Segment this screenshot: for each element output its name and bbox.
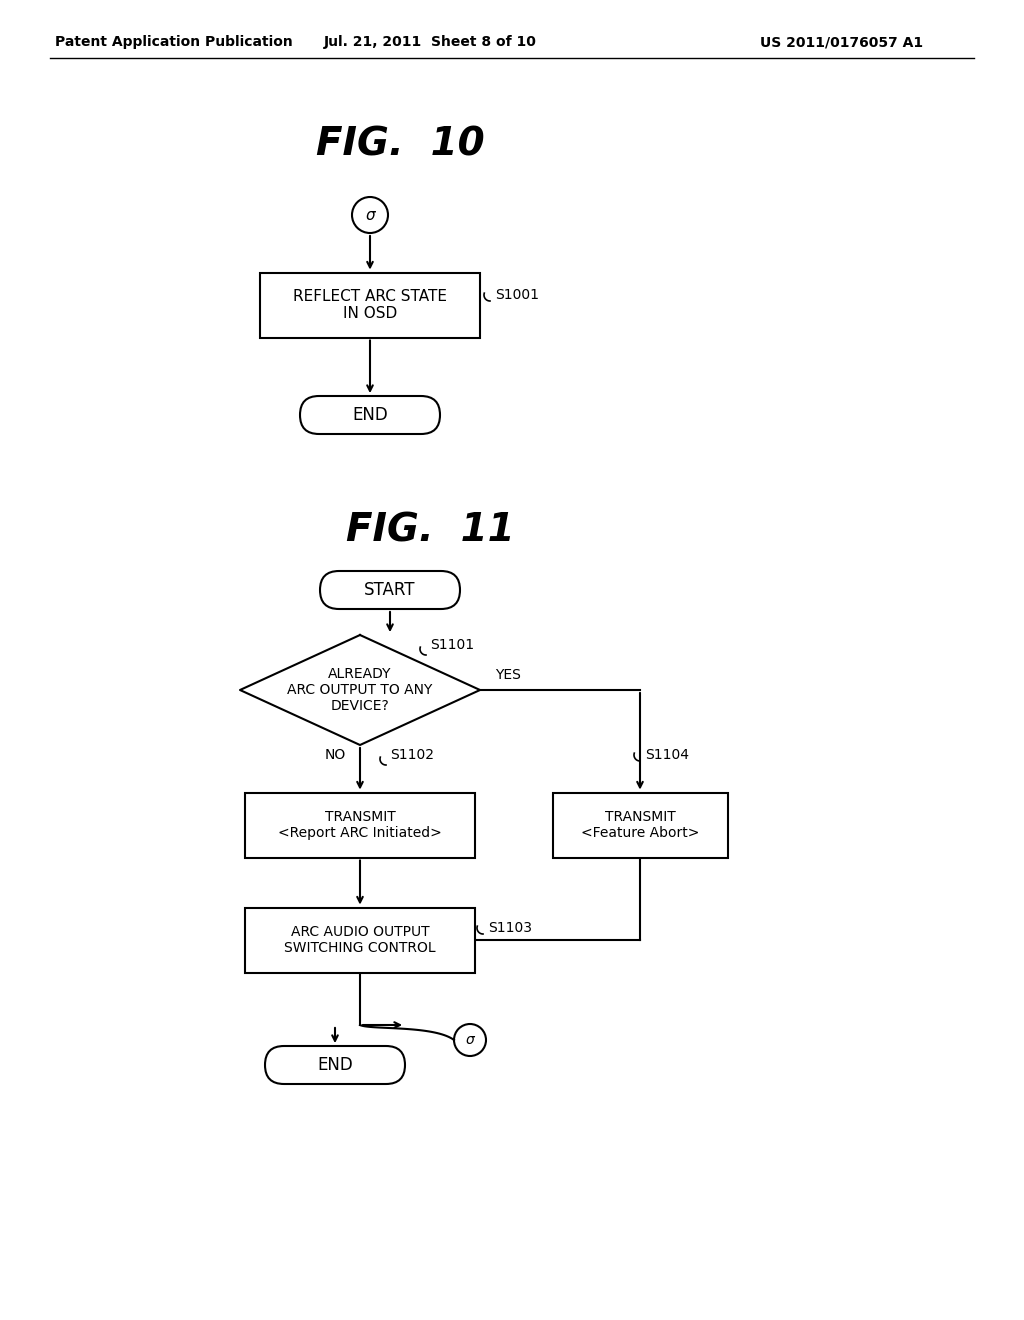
Circle shape	[352, 197, 388, 234]
Text: S1001: S1001	[495, 288, 539, 302]
Text: FIG.  11: FIG. 11	[346, 511, 514, 549]
Text: REFLECT ARC STATE
IN OSD: REFLECT ARC STATE IN OSD	[293, 289, 447, 321]
Text: END: END	[317, 1056, 353, 1074]
Text: σ: σ	[466, 1034, 474, 1047]
Text: FIG.  10: FIG. 10	[315, 125, 484, 164]
Text: S1101: S1101	[430, 638, 474, 652]
Text: Patent Application Publication: Patent Application Publication	[55, 36, 293, 49]
Text: S1102: S1102	[390, 748, 434, 762]
Text: TRANSMIT
<Feature Abort>: TRANSMIT <Feature Abort>	[581, 810, 699, 840]
FancyBboxPatch shape	[245, 792, 475, 858]
Circle shape	[454, 1024, 486, 1056]
Text: START: START	[365, 581, 416, 599]
Text: US 2011/0176057 A1: US 2011/0176057 A1	[760, 36, 923, 49]
FancyBboxPatch shape	[319, 572, 460, 609]
FancyBboxPatch shape	[245, 908, 475, 973]
Text: S1104: S1104	[645, 748, 689, 762]
Text: σ: σ	[366, 207, 375, 223]
FancyBboxPatch shape	[265, 1045, 406, 1084]
Text: NO: NO	[325, 748, 346, 762]
Text: TRANSMIT
<Report ARC Initiated>: TRANSMIT <Report ARC Initiated>	[279, 810, 442, 840]
Text: END: END	[352, 407, 388, 424]
Text: S1103: S1103	[488, 921, 532, 935]
Polygon shape	[240, 635, 480, 744]
Text: ARC AUDIO OUTPUT
SWITCHING CONTROL: ARC AUDIO OUTPUT SWITCHING CONTROL	[285, 925, 436, 956]
Text: ALREADY
ARC OUTPUT TO ANY
DEVICE?: ALREADY ARC OUTPUT TO ANY DEVICE?	[288, 667, 433, 713]
FancyBboxPatch shape	[553, 792, 727, 858]
Text: YES: YES	[495, 668, 521, 682]
FancyBboxPatch shape	[300, 396, 440, 434]
FancyBboxPatch shape	[260, 272, 480, 338]
Text: Jul. 21, 2011  Sheet 8 of 10: Jul. 21, 2011 Sheet 8 of 10	[324, 36, 537, 49]
